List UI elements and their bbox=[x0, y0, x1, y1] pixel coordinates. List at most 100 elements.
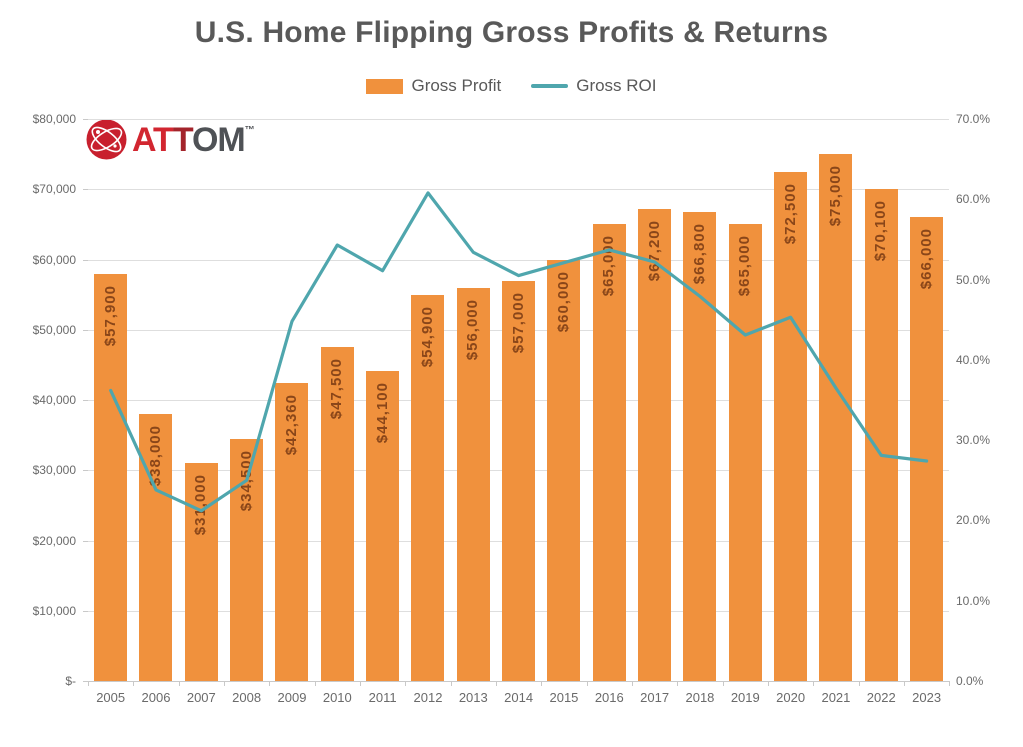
attom-globe-icon bbox=[86, 119, 127, 160]
bar-value-label: $54,900 bbox=[418, 306, 436, 368]
bar-value-label: $66,800 bbox=[690, 222, 708, 284]
x-axis-label: 2009 bbox=[277, 690, 307, 705]
x-axis-label: 2016 bbox=[594, 690, 624, 705]
x-axis-label: 2012 bbox=[413, 690, 443, 705]
bar-value-label: $65,000 bbox=[600, 235, 618, 297]
bar-value-label: $72,500 bbox=[781, 182, 799, 244]
x-axis-label: 2008 bbox=[232, 690, 262, 705]
x-axis-label: 2011 bbox=[368, 690, 397, 705]
x-axis-tick bbox=[178, 681, 180, 686]
x-axis-tick bbox=[450, 681, 452, 686]
bar-value-label: $60,000 bbox=[554, 270, 572, 332]
x-axis-tick bbox=[722, 681, 724, 686]
right-axis-tick-label: 30.0% bbox=[956, 433, 991, 448]
x-axis-tick bbox=[495, 681, 497, 686]
x-axis-label: 2006 bbox=[141, 690, 171, 705]
right-axis-tick-label: 50.0% bbox=[956, 272, 991, 287]
bar-value-label: $31,000 bbox=[192, 474, 210, 536]
left-axis-tick-label: $20,000 bbox=[32, 533, 76, 548]
gridline bbox=[88, 119, 950, 120]
x-axis-tick bbox=[405, 681, 407, 686]
right-axis-tick-label: 20.0% bbox=[956, 513, 991, 528]
x-axis-tick bbox=[88, 681, 89, 686]
gross-profit-bar bbox=[864, 188, 898, 681]
bar-value-label: $56,000 bbox=[464, 298, 482, 360]
bar-value-label: $75,000 bbox=[826, 165, 844, 227]
left-axis-tick-label: $10,000 bbox=[32, 603, 76, 618]
x-axis-label: 2017 bbox=[640, 690, 670, 705]
bar-value-label: $65,000 bbox=[736, 235, 754, 297]
chart-legend: Gross Profit Gross ROI bbox=[0, 76, 1023, 96]
legend-item-gross-profit: Gross Profit bbox=[366, 76, 501, 96]
x-axis-tick bbox=[949, 681, 951, 686]
x-axis-tick bbox=[133, 681, 135, 686]
logo-letter-a: A bbox=[132, 120, 154, 159]
left-axis-tick bbox=[83, 119, 88, 120]
right-axis-tick-label: 70.0% bbox=[956, 112, 991, 126]
logo-letter-t1: T bbox=[153, 120, 174, 159]
x-axis-label: 2020 bbox=[776, 690, 806, 705]
x-axis-label: 2018 bbox=[685, 690, 715, 705]
bar-value-label: $47,500 bbox=[328, 358, 346, 420]
x-axis-label: 2014 bbox=[504, 690, 534, 705]
bar-value-label: $42,360 bbox=[282, 394, 300, 456]
x-axis-tick bbox=[541, 681, 543, 686]
x-axis-label: 2022 bbox=[866, 690, 896, 705]
gross-profit-swatch-icon bbox=[366, 78, 404, 94]
x-axis-tick bbox=[631, 681, 633, 686]
x-axis-label: 2023 bbox=[912, 690, 942, 705]
left-axis-tick bbox=[83, 329, 88, 331]
x-axis-tick bbox=[767, 681, 769, 686]
x-axis-tick bbox=[586, 681, 588, 686]
x-axis-tick bbox=[677, 681, 679, 686]
bar-value-label: $34,500 bbox=[237, 449, 255, 511]
x-axis-label: 2021 bbox=[821, 690, 851, 705]
right-axis-tick-label: 60.0% bbox=[956, 192, 991, 207]
x-axis-tick bbox=[813, 681, 815, 686]
attom-logo-text: ATTOM™ bbox=[132, 123, 255, 157]
gross-roi-swatch-icon bbox=[531, 84, 569, 88]
x-axis-tick bbox=[359, 681, 361, 686]
gridline bbox=[88, 189, 950, 191]
left-axis-tick-label: $30,000 bbox=[32, 463, 76, 478]
left-axis-tick bbox=[83, 400, 88, 401]
right-axis-tick-label: 10.0% bbox=[956, 593, 991, 608]
right-axis-tick-label: 40.0% bbox=[956, 352, 991, 367]
x-axis-label: 2013 bbox=[458, 690, 488, 705]
left-axis-tick-label: $60,000 bbox=[32, 252, 76, 267]
logo-trademark: ™ bbox=[244, 124, 255, 136]
x-axis-label: 2005 bbox=[96, 690, 126, 705]
bar-value-label: $57,900 bbox=[101, 285, 119, 347]
x-axis-tick bbox=[314, 681, 316, 686]
left-axis-tick bbox=[83, 259, 88, 261]
left-axis-tick bbox=[83, 189, 88, 191]
bar-value-label: $44,100 bbox=[373, 382, 391, 444]
legend-label-gross-profit: Gross Profit bbox=[411, 76, 502, 95]
gross-profit-bar bbox=[819, 154, 853, 681]
x-axis-tick bbox=[903, 681, 905, 686]
x-axis-tick bbox=[858, 681, 860, 686]
x-axis-label: 2007 bbox=[186, 690, 216, 705]
left-axis-tick-label: $50,000 bbox=[32, 322, 76, 337]
left-axis-tick bbox=[83, 470, 88, 472]
left-axis-tick bbox=[83, 610, 88, 612]
left-axis-tick-label: $40,000 bbox=[32, 393, 76, 407]
left-axis-tick-label: $- bbox=[65, 674, 76, 688]
logo-letter-t2: T bbox=[172, 120, 193, 159]
x-axis-baseline bbox=[88, 681, 950, 682]
x-axis-label: 2010 bbox=[322, 690, 352, 705]
x-axis-label: 2019 bbox=[730, 690, 760, 705]
bar-value-label: $57,000 bbox=[509, 291, 527, 353]
bar-value-label: $66,000 bbox=[917, 228, 935, 290]
left-axis-tick bbox=[83, 540, 88, 542]
bar-value-label: $38,000 bbox=[146, 425, 164, 487]
left-axis-tick bbox=[83, 681, 88, 682]
x-axis-label: 2015 bbox=[549, 690, 579, 705]
gross-profit-bar bbox=[774, 171, 808, 681]
legend-item-gross-roi: Gross ROI bbox=[531, 76, 657, 96]
x-axis-tick bbox=[269, 681, 271, 686]
logo-letters-om: OM bbox=[191, 120, 246, 159]
bar-value-label: $70,100 bbox=[872, 199, 890, 261]
left-axis-tick-label: $70,000 bbox=[32, 182, 76, 197]
